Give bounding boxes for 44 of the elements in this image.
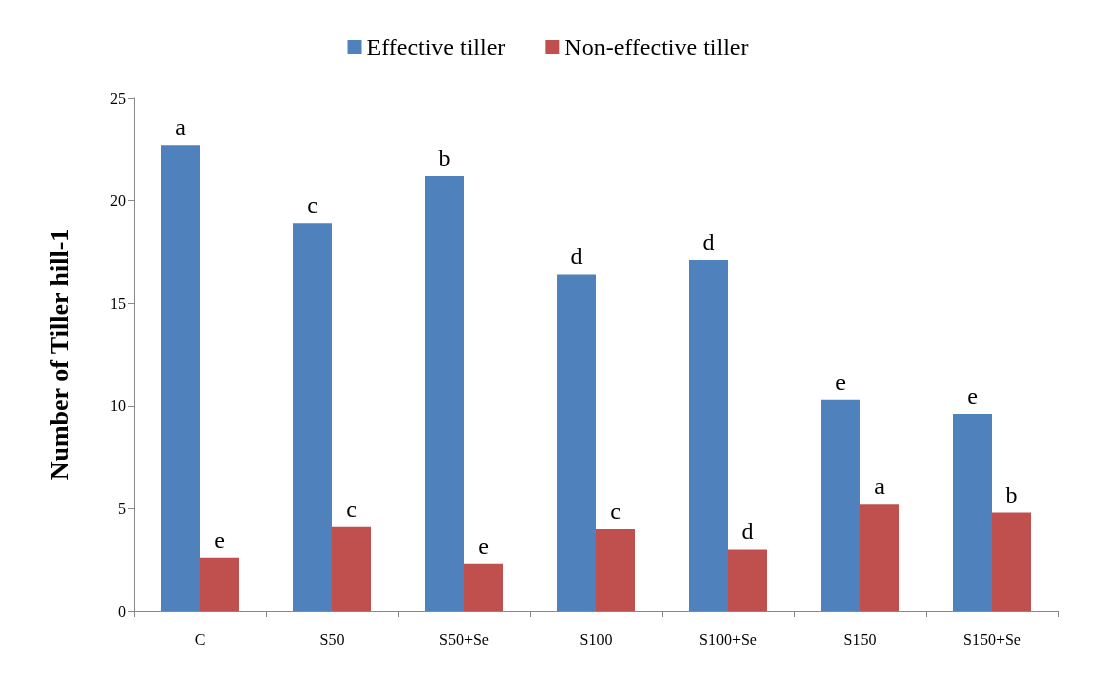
y-axis-title: Number of Tiller hill-1 — [44, 228, 74, 481]
data-label: e — [214, 526, 225, 553]
legend-label: Non-effective tiller — [564, 34, 749, 60]
bar — [728, 549, 767, 611]
x-tick-label: S100 — [579, 630, 613, 648]
data-label: d — [570, 243, 583, 270]
bar — [596, 528, 635, 611]
data-label: b — [1005, 481, 1018, 508]
bar — [689, 260, 728, 611]
data-label: a — [175, 114, 187, 141]
bar — [992, 512, 1031, 611]
x-tick-label: S150+Se — [963, 630, 1021, 648]
data-label: e — [967, 383, 978, 410]
bar — [464, 563, 503, 611]
bar — [425, 175, 464, 611]
y-tick-label: 5 — [118, 499, 126, 517]
y-tick-label: 25 — [110, 89, 126, 107]
data-label: a — [874, 473, 886, 500]
x-tick-label: S100+Se — [699, 630, 757, 648]
y-tick-label: 10 — [110, 397, 126, 415]
bar — [953, 414, 992, 611]
data-label: e — [478, 532, 489, 559]
y-tick-label: 20 — [110, 192, 126, 210]
bar — [557, 274, 596, 611]
data-label: c — [346, 495, 357, 522]
x-tick-label: S50 — [319, 630, 345, 648]
bar — [161, 145, 200, 611]
data-label: d — [741, 518, 754, 545]
data-label: d — [702, 229, 715, 256]
data-label: c — [307, 192, 318, 219]
legend-label: Effective tiller — [366, 34, 506, 60]
bar — [821, 399, 860, 611]
data-label: c — [610, 497, 621, 524]
y-tick-label: 0 — [118, 602, 126, 620]
x-tick-label: C — [194, 630, 206, 648]
x-tick-label: S50+Se — [439, 630, 489, 648]
bar — [860, 504, 899, 611]
bar — [200, 557, 239, 611]
bar — [332, 526, 371, 611]
y-tick-label: 15 — [110, 294, 126, 312]
data-label: b — [438, 144, 451, 171]
data-label: e — [835, 368, 846, 395]
bar — [293, 223, 332, 611]
x-tick-label: S150 — [843, 630, 877, 648]
